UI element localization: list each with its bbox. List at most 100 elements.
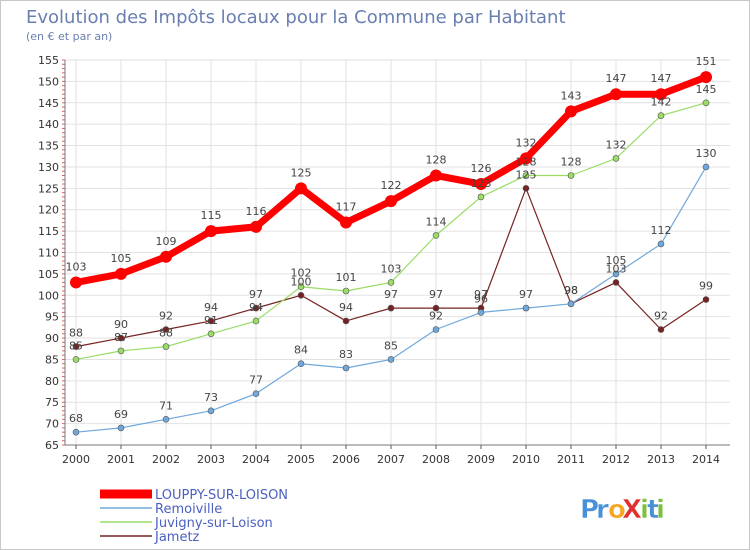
data-point — [702, 99, 710, 107]
data-label: 84 — [294, 344, 308, 357]
data-label: 105 — [111, 252, 132, 265]
x-tick-label: 2008 — [422, 453, 450, 466]
data-label: 87 — [114, 331, 128, 344]
data-point — [342, 317, 350, 325]
data-label: 103 — [66, 260, 87, 273]
x-tick-label: 2007 — [377, 453, 405, 466]
y-tick-label: 85 — [45, 353, 59, 366]
data-point — [295, 182, 307, 195]
data-point — [207, 407, 215, 415]
legend: LOUPPY-SUR-LOISONRemoivilleJuvigny-sur-L… — [100, 488, 288, 545]
x-tick-label: 2006 — [332, 453, 360, 466]
x-tick-label: 2014 — [692, 453, 720, 466]
data-label: 151 — [696, 55, 717, 68]
x-tick-label: 2002 — [152, 453, 180, 466]
data-label: 97 — [384, 288, 398, 301]
x-tick-label: 2012 — [602, 453, 630, 466]
data-point — [385, 195, 397, 208]
data-point — [657, 326, 665, 333]
data-label: 145 — [696, 83, 717, 96]
data-label: 85 — [384, 339, 398, 352]
data-point — [612, 270, 620, 278]
data-point — [115, 267, 127, 280]
x-tick-label: 2004 — [242, 453, 270, 466]
data-point — [657, 112, 665, 119]
data-point — [565, 105, 577, 118]
data-label: 101 — [336, 271, 357, 284]
data-label: 130 — [696, 147, 717, 160]
data-label: 96 — [474, 292, 488, 305]
data-label: 128 — [561, 156, 582, 169]
data-label: 69 — [114, 408, 128, 421]
y-tick-label: 80 — [45, 375, 59, 388]
data-point — [205, 225, 217, 238]
data-point — [700, 71, 712, 84]
y-tick-label: 150 — [38, 75, 59, 88]
data-label: 91 — [204, 314, 218, 327]
chart-title: Evolution des Impôts locaux pour la Comm… — [26, 7, 566, 28]
y-tick-label: 115 — [38, 225, 59, 238]
data-label: 114 — [426, 215, 447, 228]
y-tick-label: 105 — [38, 268, 59, 281]
x-tick-label: 2009 — [467, 453, 495, 466]
x-tick-label: 2011 — [557, 453, 585, 466]
logo-letter: r — [596, 495, 609, 525]
data-point — [162, 326, 170, 333]
data-point — [342, 287, 350, 295]
data-label: 116 — [246, 205, 267, 218]
y-tick-label: 120 — [38, 204, 59, 217]
data-label: 147 — [651, 72, 672, 85]
data-point — [432, 326, 440, 333]
data-label: 117 — [336, 201, 357, 214]
data-label: 88 — [69, 327, 83, 340]
y-tick-label: 70 — [45, 418, 59, 431]
data-point — [567, 172, 575, 179]
data-point — [520, 152, 532, 165]
data-point — [72, 428, 80, 436]
plot-area: 65 70 75 80 85 90 95 100 105 110 115 120 125 130 135 14… — [38, 54, 730, 466]
data-label: 99 — [699, 280, 713, 293]
data-point — [567, 300, 575, 308]
data-point — [522, 185, 530, 192]
legend-label: Remoiville — [155, 502, 222, 517]
data-point — [162, 343, 170, 350]
data-label: 102 — [291, 267, 312, 280]
data-label: 98 — [564, 284, 578, 297]
x-tick-label: 2013 — [647, 453, 675, 466]
data-point — [702, 296, 710, 303]
logo-letter: i — [656, 495, 665, 525]
data-label: 125 — [291, 166, 312, 179]
data-point — [250, 220, 262, 233]
data-point — [477, 193, 485, 201]
y-tick-label: 125 — [38, 182, 59, 195]
data-point — [72, 343, 80, 350]
data-point — [475, 178, 487, 191]
data-label: 105 — [606, 254, 627, 267]
data-label: 132 — [516, 136, 537, 149]
data-point — [522, 172, 530, 179]
legend-label: Juvigny-sur-Loison — [154, 516, 273, 531]
logo-letter: P — [580, 495, 599, 525]
data-label: 123 — [471, 177, 492, 190]
logo-letter: X — [622, 495, 642, 525]
data-label: 73 — [204, 391, 218, 404]
data-point — [297, 283, 305, 291]
data-point — [70, 276, 82, 289]
data-point — [117, 347, 125, 355]
data-label: 98 — [564, 284, 578, 297]
data-label: 88 — [159, 327, 173, 340]
data-label: 122 — [381, 179, 402, 192]
data-point — [432, 232, 440, 239]
data-label: 103 — [606, 262, 627, 275]
data-label: 115 — [201, 209, 222, 222]
data-point — [430, 169, 442, 182]
y-tick-label: 75 — [45, 396, 59, 409]
data-label: 94 — [204, 301, 218, 314]
y-tick-label: 110 — [38, 247, 59, 260]
y-tick-label: 100 — [38, 289, 59, 302]
logo-letter: i — [640, 495, 649, 525]
data-point — [522, 304, 530, 312]
x-tick-label: 2003 — [197, 453, 225, 466]
